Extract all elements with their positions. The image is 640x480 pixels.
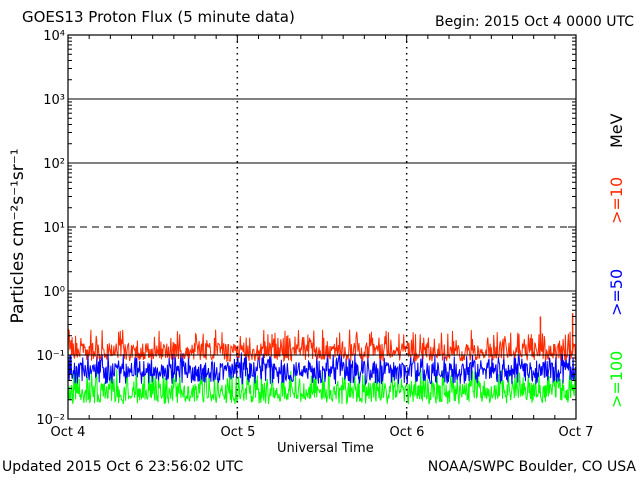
y-tick-label: 10² [43, 157, 65, 172]
y-tick-label: 10⁻¹ [36, 349, 65, 364]
series-line [67, 327, 577, 363]
x-tick-label: Oct 4 [50, 425, 86, 440]
legend-unit: MeV [607, 113, 626, 148]
y-tick-label: 10⁴ [43, 29, 65, 44]
credit: NOAA/SWPC Boulder, CO USA [427, 459, 636, 475]
series-line [67, 369, 577, 405]
begin-time: Begin: 2015 Oct 4 0000 UTC [435, 14, 634, 30]
legend-ge100: >=100 [607, 350, 626, 408]
x-tick-label: Oct 5 [220, 425, 256, 440]
updated-time: Updated 2015 Oct 6 23:56:02 UTC [2, 459, 244, 475]
chart-title: GOES13 Proton Flux (5 minute data) [22, 8, 295, 26]
y-tick-label: 10¹ [43, 221, 65, 236]
y-tick-label: 10⁻² [36, 413, 65, 428]
x-tick-label: Oct 6 [389, 425, 425, 440]
series-line [67, 350, 577, 386]
x-axis-label: Universal Time [277, 441, 374, 456]
y-tick-label: 10⁰ [43, 285, 65, 300]
legend-ge50: >=50 [607, 268, 626, 316]
x-tick-label: Oct 7 [558, 425, 594, 440]
y-tick-label: 10³ [43, 93, 65, 108]
legend-ge10: >=10 [607, 176, 626, 224]
